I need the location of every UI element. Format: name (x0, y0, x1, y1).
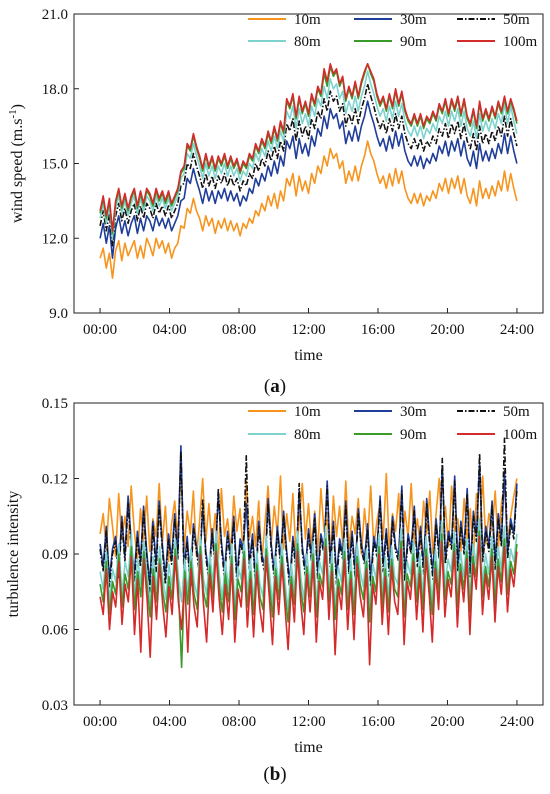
legend-label-100m: 100m (503, 427, 538, 443)
series-line-80m (99, 517, 518, 611)
panel-label-a: (a) (264, 376, 286, 397)
series-line-50m (99, 83, 518, 247)
legend-label-10m: 10m (294, 12, 321, 28)
series-line-100m (99, 535, 518, 666)
y-tick-label: 12.0 (42, 231, 68, 247)
legend-label-80m: 80m (294, 427, 321, 443)
y-tick-label: 0.15 (42, 396, 68, 412)
y-axis-label-main: wind speed (m.s (9, 119, 26, 223)
panel-label-b-close: ) (280, 764, 286, 785)
x-tick-label: 24:00 (500, 322, 534, 338)
y-axis-label: turbulence intensity (5, 491, 22, 618)
x-tick-label: 12:00 (291, 322, 325, 338)
x-axis-label: time (294, 739, 322, 756)
panel-label-b-open: ( (263, 764, 269, 785)
x-tick-label: 16:00 (361, 322, 395, 338)
series-line-80m (99, 70, 518, 240)
y-tick-label: 0.09 (42, 547, 68, 563)
x-tick-label: 24:00 (500, 714, 534, 730)
plot-frame (73, 13, 544, 314)
y-tick-label: 0.06 (42, 623, 69, 639)
x-axis-label: time (294, 347, 322, 364)
y-axis-label: wind speed (m.s-1) (7, 104, 26, 223)
panel-label-a-letter: a (270, 376, 280, 397)
x-tick-label: 04:00 (152, 322, 186, 338)
panel-label-b-letter: b (270, 764, 281, 785)
series-line-90m (99, 530, 518, 669)
x-tick-label: 12:00 (291, 714, 325, 730)
y-tick-label: 0.03 (42, 698, 68, 714)
series-line-100m (99, 62, 518, 232)
x-tick-label: 20:00 (430, 322, 464, 338)
series-line-50m (99, 437, 518, 593)
legend-label-100m: 100m (503, 34, 538, 50)
legend-label-90m: 90m (400, 427, 427, 443)
series-line-30m (99, 444, 518, 586)
panel-label-a-close: ) (280, 376, 286, 397)
x-tick-label: 16:00 (361, 714, 395, 730)
panel-label-b: (b) (263, 764, 286, 785)
legend-label-90m: 90m (400, 34, 427, 50)
y-tick-label: 21.0 (42, 7, 68, 23)
y-tick-label: 9.0 (49, 306, 68, 322)
x-tick-label: 00:00 (83, 322, 117, 338)
panel-a: 9.0 12.0 15.0 18.0 21.0 00:00 04:00 08:00 12:00 1… (7, 7, 544, 364)
x-tick-label: 08:00 (222, 322, 256, 338)
y-axis-label-close: ) (9, 104, 26, 109)
legend-label-10m: 10m (294, 404, 321, 420)
series-line-30m (99, 100, 518, 260)
legend-label-30m: 30m (400, 12, 427, 28)
series-line-10m (99, 140, 518, 279)
y-axis-label-unit-exponent: -1 (7, 109, 19, 118)
y-tick-label: 15.0 (42, 157, 68, 173)
x-tick-label: 20:00 (430, 714, 464, 730)
y-tick-label: 18.0 (42, 82, 68, 98)
legend-label-50m: 50m (503, 12, 530, 28)
x-tick-label: 08:00 (222, 714, 256, 730)
legend-label-50m: 50m (503, 404, 530, 420)
x-tick-label: 04:00 (152, 714, 186, 730)
panel-b: 0.03 0.06 0.09 0.12 0.15 00:00 04:00 08:00 12:00… (5, 396, 544, 756)
x-tick-label: 00:00 (83, 714, 117, 730)
legend-label-30m: 30m (400, 404, 427, 420)
y-tick-label: 0.12 (42, 472, 68, 488)
legend-label-80m: 80m (294, 34, 321, 50)
panel-label-a-open: ( (264, 376, 270, 397)
